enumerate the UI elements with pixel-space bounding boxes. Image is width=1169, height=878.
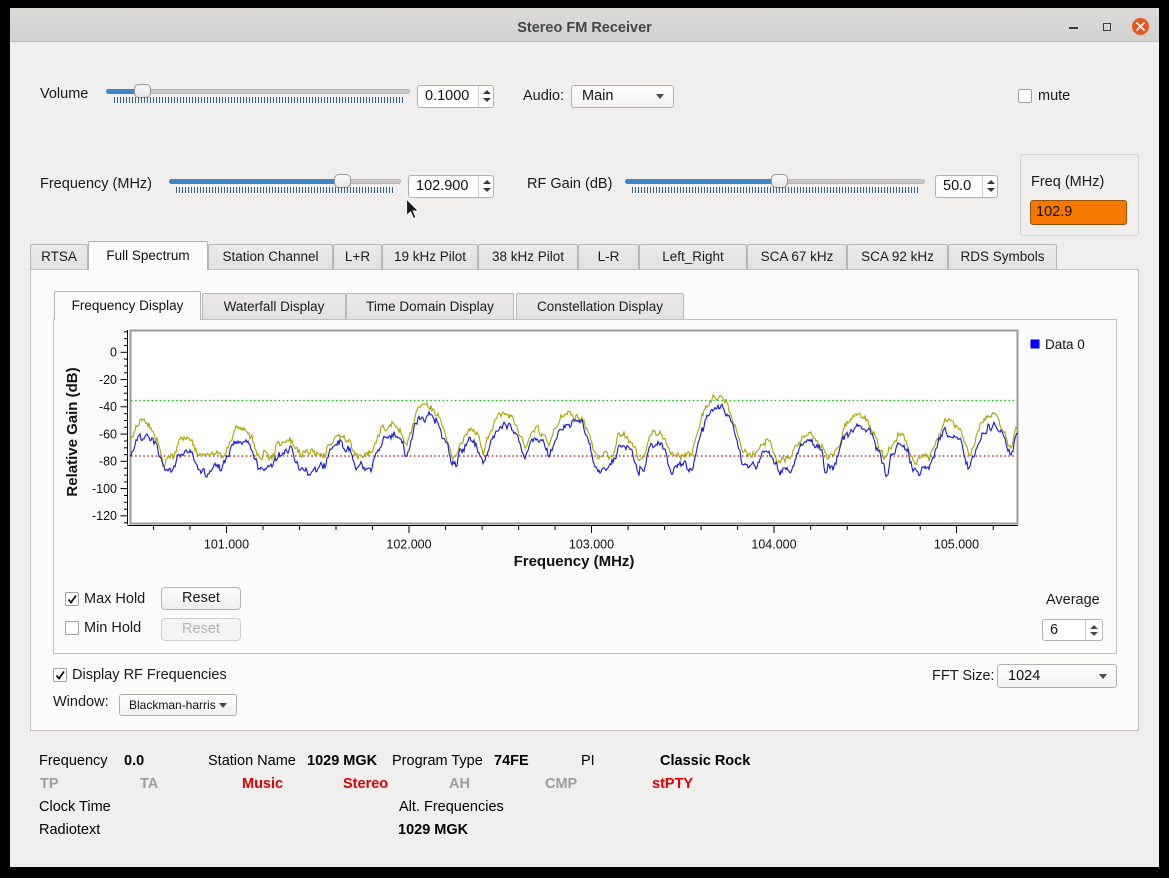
- svg-text:Relative Gain (dB): Relative Gain (dB): [64, 367, 81, 496]
- svg-text:-20: -20: [99, 373, 117, 387]
- svg-text:-40: -40: [99, 400, 117, 414]
- svg-text:Frequency (MHz): Frequency (MHz): [514, 553, 635, 570]
- svg-text:-80: -80: [99, 455, 117, 469]
- svg-text:Data 0: Data 0: [1045, 337, 1085, 352]
- svg-text:102.000: 102.000: [386, 538, 431, 552]
- svg-text:103.000: 103.000: [569, 538, 614, 552]
- svg-text:-100: -100: [92, 482, 117, 496]
- svg-text:104.000: 104.000: [751, 538, 796, 552]
- svg-text:105.000: 105.000: [934, 538, 979, 552]
- svg-text:-120: -120: [92, 509, 117, 523]
- svg-text:0: 0: [110, 346, 117, 360]
- svg-text:101.000: 101.000: [204, 538, 249, 552]
- svg-text:-60: -60: [99, 427, 117, 441]
